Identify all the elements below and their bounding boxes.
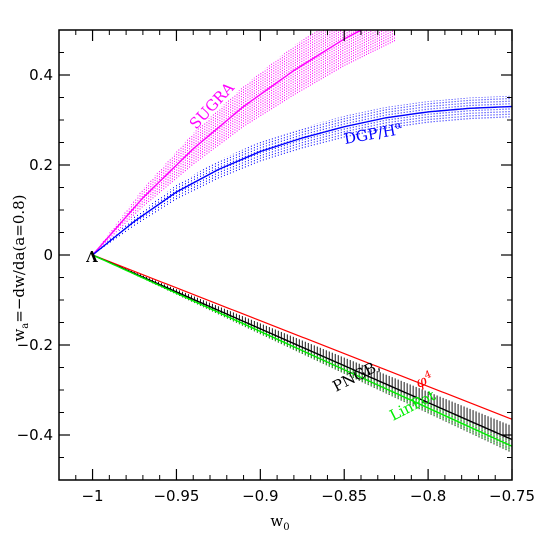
x-tick-label: −0.8 bbox=[410, 487, 446, 505]
y-tick-label: 0.2 bbox=[29, 156, 53, 174]
series-3-line bbox=[92, 254, 512, 441]
x-tick-label: −0.9 bbox=[242, 487, 278, 505]
x-tick-label: −0.95 bbox=[153, 487, 199, 505]
y-tick-label: −0.2 bbox=[17, 336, 53, 354]
marker-lambda: Λ bbox=[85, 248, 98, 266]
x-axis-label: w0 bbox=[270, 512, 289, 533]
series-2-line bbox=[92, 254, 512, 420]
x-tick-label: −1 bbox=[81, 487, 103, 505]
x-tick-label: −0.85 bbox=[321, 487, 367, 505]
y-axis-label: wa=−dw/da(a=0.8) bbox=[10, 194, 31, 341]
plot-frame bbox=[58, 29, 513, 481]
series-1-band bbox=[95, 95, 512, 253]
y-tick-label: −0.4 bbox=[17, 426, 53, 444]
annotation-dgp: DGP/Hα bbox=[343, 120, 404, 148]
x-tick-label: −0.75 bbox=[489, 487, 535, 505]
y-tick-label: 0 bbox=[43, 246, 53, 264]
annotation-sugra: SUGRA bbox=[186, 79, 238, 133]
annotation-phi4: φ4 bbox=[413, 369, 435, 392]
y-tick-label: 0.4 bbox=[29, 66, 53, 84]
series-0-band bbox=[94, 30, 396, 253]
series-1-line bbox=[92, 105, 512, 256]
series-4-line bbox=[92, 254, 512, 447]
